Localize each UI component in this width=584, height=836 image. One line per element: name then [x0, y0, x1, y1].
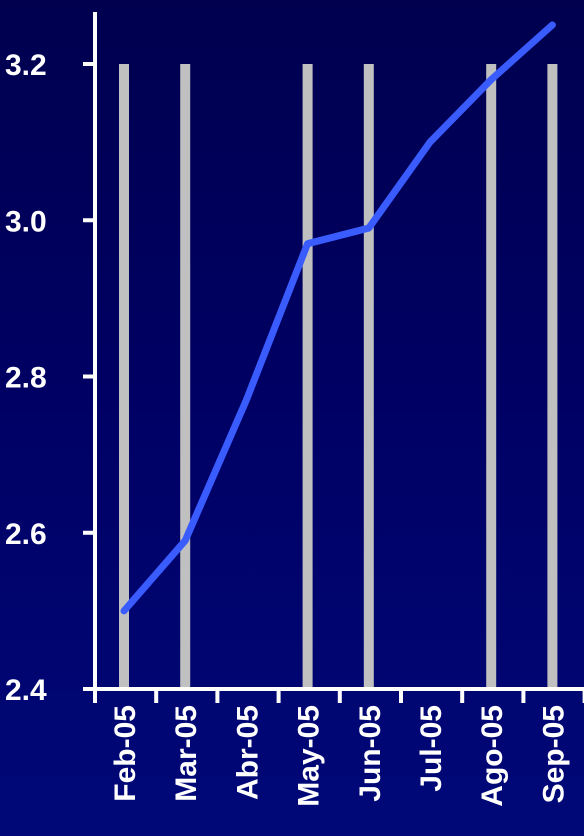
y-tick-labels: 2.4 2.6 2.8 3.0 3.2	[5, 49, 95, 707]
marker-bar-sep-05	[547, 64, 558, 689]
axes	[93, 12, 584, 691]
series-layer	[120, 21, 556, 615]
y-tick-label: 2.8	[5, 362, 47, 395]
x-tick-label: Mar-05	[170, 705, 203, 802]
vertical-markers	[119, 64, 558, 689]
y-tick-label: 2.4	[5, 674, 47, 707]
y-tick-label: 2.6	[5, 518, 47, 551]
y-tick-label: 3.0	[5, 205, 47, 238]
series-line	[120, 21, 556, 615]
x-tick-label: Feb-05	[109, 705, 142, 802]
x-tick-label: Jul-05	[415, 705, 448, 792]
marker-bar-ago-05	[486, 64, 497, 689]
x-tick-labels: Feb-05 Mar-05 Abr-05 May-05 Jun-05 Jul-05 Ago-…	[93, 689, 584, 807]
x-tick-label: Sep-05	[537, 705, 570, 803]
x-tick-label: Jun-05	[354, 705, 387, 802]
x-tick-label: Abr-05	[231, 705, 264, 800]
marker-bar-jun-05	[363, 64, 374, 689]
marker-bar-mar-05	[180, 64, 191, 689]
marker-bar-may-05	[302, 64, 313, 689]
x-tick-label: May-05	[293, 705, 326, 807]
marker-bar-feb-05	[119, 64, 129, 689]
y-tick-label: 3.2	[5, 49, 47, 82]
x-tick-label: Ago-05	[476, 705, 509, 807]
